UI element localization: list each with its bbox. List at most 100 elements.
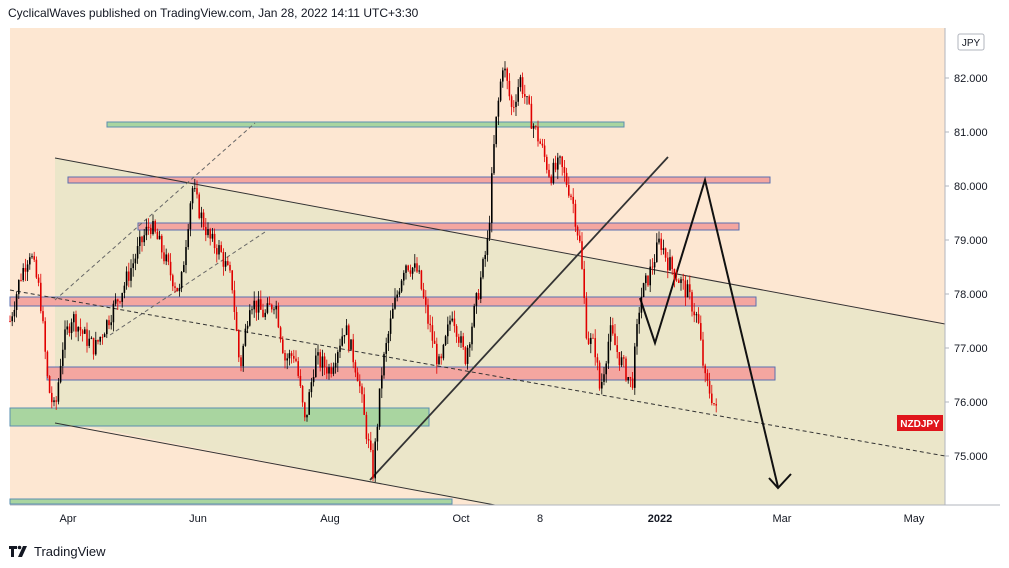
candle-body — [557, 157, 559, 170]
candle-body — [44, 321, 46, 352]
zone-red-78[interactable] — [9, 296, 757, 307]
candle-body — [145, 226, 148, 236]
candle-body — [284, 353, 286, 361]
candle-body — [686, 284, 689, 298]
candle-body — [68, 326, 71, 334]
candle-body — [398, 291, 401, 295]
candle-body — [207, 229, 209, 236]
candle-body — [539, 141, 541, 144]
candle-body — [310, 382, 313, 393]
x-tick-label: Jun — [189, 513, 207, 525]
candle-body — [528, 96, 530, 104]
candle-body — [229, 264, 231, 271]
candle-body — [521, 77, 524, 95]
candle-body — [363, 394, 365, 415]
channel-bottom-line[interactable] — [54, 422, 496, 506]
candle-body — [640, 296, 643, 313]
candle-body — [154, 221, 156, 232]
candle-body — [554, 162, 557, 170]
currency-box[interactable] — [957, 33, 985, 51]
candle-body — [660, 238, 662, 250]
candle-body — [499, 81, 502, 101]
candle-body — [350, 339, 352, 350]
dashed-diag-1[interactable] — [54, 122, 256, 301]
candle-body — [53, 400, 55, 403]
candle-body — [106, 320, 108, 335]
candle-body — [196, 188, 198, 195]
channel-top-line[interactable] — [54, 157, 946, 325]
y-tick-label: 82.000 — [954, 73, 988, 85]
candle-body — [365, 414, 368, 440]
candle-body — [601, 381, 603, 389]
candle-body — [158, 235, 161, 240]
candle-body — [136, 246, 139, 259]
candle-body — [165, 254, 167, 262]
y-tick-label: 78.000 — [954, 289, 988, 301]
projection-path[interactable] — [639, 176, 779, 488]
candle-body — [563, 167, 566, 173]
candle-body — [117, 299, 119, 302]
candle-body — [491, 173, 493, 223]
candle-body — [715, 404, 717, 406]
candle-body — [678, 280, 680, 283]
candle-body — [664, 248, 667, 258]
candle-body — [277, 305, 280, 328]
zone-red-765[interactable] — [46, 366, 776, 381]
candle-body — [460, 336, 462, 343]
candle-body — [433, 340, 436, 344]
candle-body — [605, 363, 607, 375]
candle-body — [642, 283, 645, 297]
candle-body — [486, 238, 489, 255]
candle-body — [15, 294, 18, 310]
candle-body — [222, 251, 225, 267]
zone-green-top[interactable] — [106, 121, 625, 128]
candle-body — [24, 268, 27, 272]
zone-red-79[interactable] — [137, 222, 740, 231]
candle-body — [255, 300, 258, 313]
y-tick-label: 76.000 — [954, 397, 988, 409]
candle-body — [574, 203, 577, 227]
candle-body — [546, 156, 548, 170]
candle-body — [293, 355, 295, 359]
time-axis[interactable]: Apr Jun Aug Oct 8 2022 Mar May — [59, 513, 924, 525]
candle-body — [440, 356, 442, 359]
candle-body — [242, 345, 244, 367]
candle-body — [11, 316, 13, 322]
candle-body — [623, 357, 625, 359]
candle-body — [625, 358, 627, 381]
candle-body — [62, 349, 64, 366]
candle-body — [233, 290, 236, 313]
candle-body — [671, 257, 673, 270]
candle-body — [119, 301, 121, 303]
candle-body — [416, 263, 418, 272]
candle-body — [57, 382, 60, 402]
candle-body — [273, 309, 275, 311]
price-axis[interactable]: 82.000 81.000 80.000 79.000 78.000 77.000 76.0… — [945, 73, 988, 463]
candle-body — [176, 287, 178, 292]
candle-body — [662, 248, 665, 250]
rising-trend-line[interactable] — [369, 156, 669, 481]
tradingview-footer[interactable]: TradingView — [8, 541, 106, 561]
candle-body — [378, 388, 381, 427]
candle-body — [691, 292, 693, 312]
candle-series[interactable] — [9, 61, 717, 483]
candle-body — [352, 339, 354, 363]
candle-body — [466, 347, 469, 364]
candle-body — [561, 156, 563, 168]
dashed-mid-line[interactable] — [9, 289, 946, 457]
candle-body — [35, 259, 38, 278]
candle-body — [431, 325, 434, 341]
candle-body — [541, 143, 544, 146]
candle-body — [9, 321, 11, 322]
zone-red-80[interactable] — [67, 176, 771, 184]
candle-body — [519, 77, 522, 88]
zone-green-bottom[interactable] — [9, 498, 453, 505]
candle-body — [20, 280, 22, 281]
candle-body — [697, 314, 700, 324]
candle-body — [271, 304, 273, 310]
candle-body — [238, 330, 240, 358]
candle-body — [22, 268, 24, 281]
candle-body — [627, 377, 629, 381]
dashed-diag-2[interactable] — [109, 231, 266, 336]
